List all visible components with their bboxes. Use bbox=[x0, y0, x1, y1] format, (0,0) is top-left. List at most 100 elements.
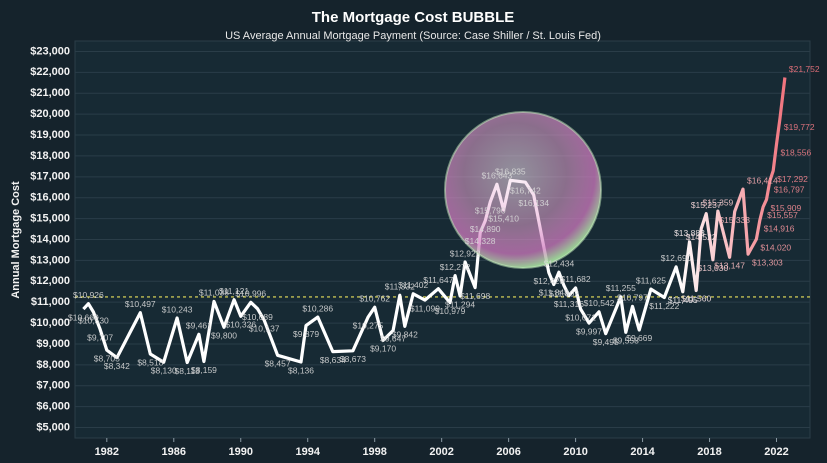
y-tick-label: $21,000 bbox=[30, 87, 70, 99]
value-label: $9,170 bbox=[370, 344, 396, 354]
x-tick-label: 1982 bbox=[95, 446, 119, 458]
y-tick-label: $13,000 bbox=[30, 254, 70, 266]
y-tick-label: $10,000 bbox=[30, 317, 70, 329]
value-label: $14,916 bbox=[764, 224, 795, 234]
x-tick-label: 1994 bbox=[295, 446, 320, 458]
x-tick-label: 2014 bbox=[630, 446, 655, 458]
value-label: $10,137 bbox=[249, 323, 280, 333]
bubble-illustration bbox=[444, 111, 602, 269]
y-tick-label: $22,000 bbox=[30, 66, 70, 78]
value-label: $10,669 bbox=[68, 312, 99, 322]
value-label: $11,332 bbox=[385, 281, 415, 291]
value-label: $15,790 bbox=[475, 205, 506, 215]
value-label: $9,707 bbox=[87, 332, 113, 342]
value-label: $11,402 bbox=[398, 280, 428, 290]
y-tick-label: $17,000 bbox=[30, 171, 70, 183]
value-label: $10,762 bbox=[359, 293, 390, 303]
value-label: $11,560 bbox=[681, 294, 711, 304]
value-label: $9,842 bbox=[392, 330, 418, 340]
value-label: $10,243 bbox=[162, 304, 193, 314]
x-tick-label: 1990 bbox=[229, 446, 253, 458]
value-label: $11,848 bbox=[539, 288, 569, 298]
x-tick-label: 1998 bbox=[362, 446, 386, 458]
value-label: $18,556 bbox=[781, 148, 812, 158]
value-label: $10,326 bbox=[225, 320, 256, 330]
value-label: $8,130 bbox=[151, 365, 177, 375]
value-label: $17,292 bbox=[777, 174, 808, 184]
value-label: $13,883 bbox=[674, 228, 705, 238]
chart-title: The Mortgage Cost BUBBLE bbox=[312, 9, 515, 26]
value-label: $12,272 bbox=[440, 262, 471, 272]
value-label: $13,030 bbox=[698, 263, 729, 273]
value-label: $14,522 bbox=[686, 232, 717, 242]
value-label: $16,414 bbox=[747, 175, 778, 185]
x-tick-label: 2022 bbox=[764, 446, 788, 458]
value-label: $11,802 bbox=[549, 289, 579, 299]
value-label: $9,495 bbox=[593, 337, 619, 347]
x-tick-label: 2002 bbox=[429, 446, 453, 458]
value-label: $8,159 bbox=[191, 365, 217, 375]
y-tick-label: $8,000 bbox=[36, 359, 70, 371]
value-label: $14,020 bbox=[760, 242, 791, 252]
value-label: $8,518 bbox=[137, 357, 163, 367]
x-tick-label: 2010 bbox=[563, 446, 587, 458]
value-label: $16,835 bbox=[495, 167, 526, 177]
value-label: $11,316 bbox=[554, 299, 584, 309]
value-label: $15,557 bbox=[767, 210, 798, 220]
y-axis-label: Annual Mortgage Cost bbox=[10, 181, 22, 299]
y-tick-label: $12,000 bbox=[30, 275, 70, 287]
x-tick-label: 1986 bbox=[162, 446, 186, 458]
value-label: $10,530 bbox=[78, 315, 109, 325]
value-label: $8,634 bbox=[320, 355, 346, 365]
value-label: $9,558 bbox=[613, 336, 639, 346]
value-label: $9,461 bbox=[186, 321, 212, 331]
value-label: $12,922 bbox=[450, 248, 481, 258]
value-label: $12,690 bbox=[661, 253, 692, 263]
value-label: $15,333 bbox=[719, 215, 750, 225]
value-label: $11,121 bbox=[219, 286, 249, 296]
value-label: $10,286 bbox=[302, 303, 333, 313]
value-label: $11,099 bbox=[410, 303, 440, 313]
value-label: $8,457 bbox=[265, 359, 291, 369]
value-label: $10,797 bbox=[617, 293, 648, 303]
y-tick-label: $11,000 bbox=[31, 296, 70, 308]
value-label: $11,222 bbox=[649, 301, 679, 311]
value-label: $10,979 bbox=[435, 306, 466, 316]
value-label: $10,542 bbox=[584, 298, 615, 308]
y-tick-label: $15,000 bbox=[30, 213, 70, 225]
value-label: $8,673 bbox=[340, 354, 366, 364]
y-tick-label: $5,000 bbox=[36, 421, 70, 433]
value-label: $13,147 bbox=[714, 261, 745, 271]
y-tick-label: $9,000 bbox=[36, 338, 70, 350]
value-label: $16,797 bbox=[774, 184, 805, 194]
value-label: $21,752 bbox=[789, 64, 820, 74]
value-label: $10,671 bbox=[565, 312, 596, 322]
y-tick-label: $6,000 bbox=[36, 401, 70, 413]
y-tick-label: $7,000 bbox=[36, 380, 70, 392]
value-label: $11,255 bbox=[606, 283, 636, 293]
value-label: $15,410 bbox=[488, 213, 519, 223]
value-label: $11,038 bbox=[199, 288, 229, 298]
y-tick-label: $23,000 bbox=[30, 45, 70, 57]
value-label: $8,705 bbox=[94, 353, 120, 363]
value-label: $11,294 bbox=[445, 299, 475, 309]
value-label: $10,996 bbox=[235, 289, 266, 299]
y-tick-label: $18,000 bbox=[30, 150, 70, 162]
value-label: $8,136 bbox=[288, 365, 314, 375]
x-tick-label: 2018 bbox=[697, 446, 721, 458]
value-label: $13,303 bbox=[752, 257, 783, 267]
value-label: $9,800 bbox=[211, 331, 237, 341]
value-label: $10,275 bbox=[353, 321, 384, 331]
y-tick-label: $19,000 bbox=[30, 129, 70, 141]
y-tick-label: $16,000 bbox=[30, 192, 70, 204]
value-label: $10,926 bbox=[73, 290, 104, 300]
value-label: $9,647 bbox=[380, 334, 406, 344]
value-label: $16,742 bbox=[510, 185, 541, 195]
chart-subtitle: US Average Annual Mortgage Payment (Sour… bbox=[225, 30, 601, 42]
value-label: $14,328 bbox=[465, 236, 496, 246]
value-label: $11,625 bbox=[636, 275, 666, 285]
x-tick-label: 2006 bbox=[496, 446, 520, 458]
value-label: $10,689 bbox=[242, 312, 273, 322]
value-label: $8,113 bbox=[174, 366, 200, 376]
